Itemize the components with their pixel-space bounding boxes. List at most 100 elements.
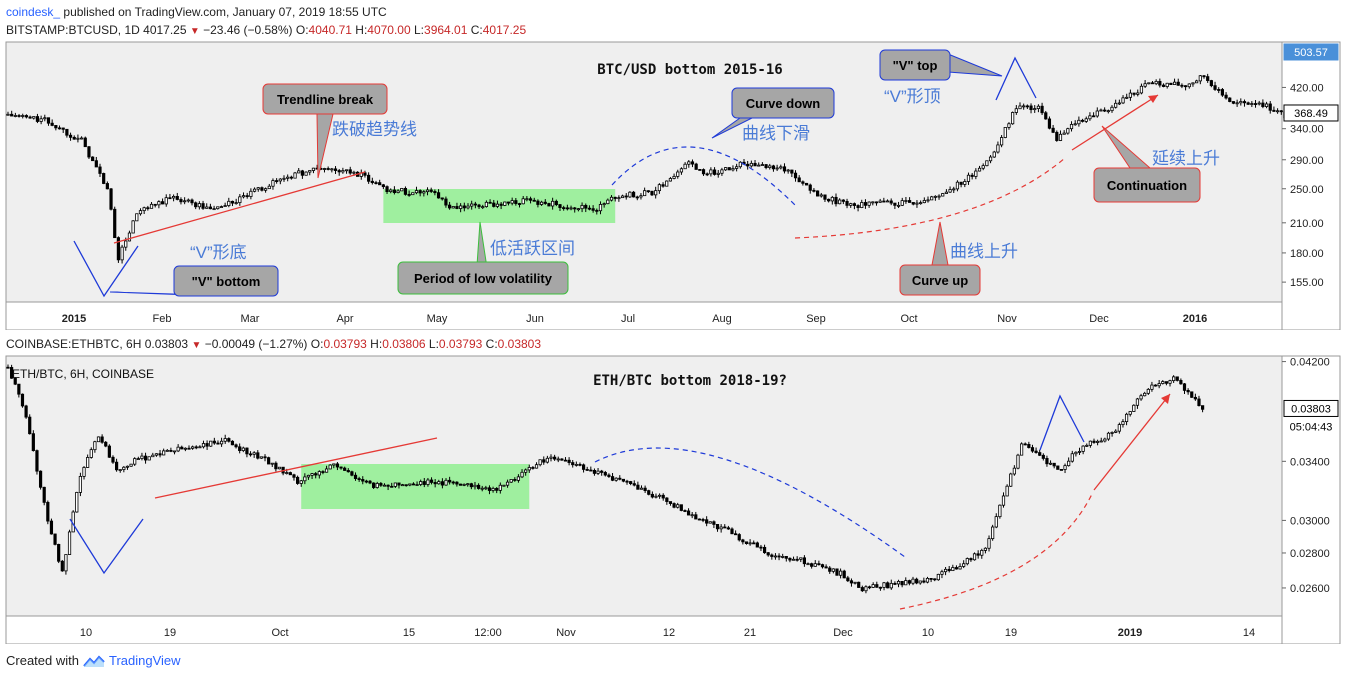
footer-brand[interactable]: TradingView (108, 653, 181, 668)
candle (67, 529, 72, 555)
candle (1025, 104, 1029, 109)
candle (385, 185, 389, 194)
candle (1056, 465, 1060, 470)
eth-chart[interactable]: 0.02600 0.02800 0.03000 0.03400 0.04200 0.038… (0, 354, 1348, 644)
annotation-cn: 曲线上升 (950, 242, 1018, 261)
candle (1084, 116, 1088, 123)
candle (618, 475, 622, 481)
candle (1062, 130, 1066, 135)
candle (531, 466, 535, 470)
candle (1110, 105, 1114, 113)
candle (1048, 460, 1053, 466)
candle (617, 195, 621, 202)
candle (304, 171, 308, 176)
candle (186, 198, 190, 203)
candle (831, 568, 835, 574)
candle (142, 206, 146, 215)
candle (595, 208, 599, 215)
candle (91, 156, 95, 162)
candle (1276, 108, 1280, 114)
candle (790, 169, 794, 178)
callout: Curve down (711, 87, 835, 139)
candle (915, 200, 919, 208)
candle (303, 473, 307, 485)
candle (992, 150, 996, 158)
candle (540, 200, 544, 206)
panel2-ohlc-line: COINBASE:ETHBTC, 6H 0.03803 ▼ −0.00049 (… (6, 337, 542, 351)
candle (543, 199, 547, 205)
candle (1110, 431, 1114, 437)
candle (422, 477, 426, 488)
candle (393, 482, 397, 488)
candle (131, 220, 135, 234)
candle (1103, 437, 1107, 443)
publisher-name[interactable]: coindesk_ (6, 5, 61, 19)
candle (219, 205, 224, 208)
candle (603, 470, 607, 477)
candle (773, 553, 778, 560)
candle (1011, 111, 1015, 125)
candle (71, 510, 75, 533)
candle (602, 202, 606, 208)
x-tick-label: 19 (164, 627, 176, 639)
candle (1095, 107, 1099, 118)
btc-chart[interactable]: 155.00 180.00 210.00 250.00 290.00 340.00 420.… (0, 40, 1348, 330)
candle (936, 573, 940, 581)
candle (473, 481, 477, 490)
candle (1164, 381, 1168, 386)
candle (547, 202, 551, 207)
candle (959, 181, 963, 188)
footer: Created with TradingView (6, 653, 181, 668)
candle (212, 437, 216, 445)
candle (987, 535, 991, 552)
annotation-cn: “V”形底 (190, 243, 247, 262)
candle (1099, 108, 1103, 112)
candle (962, 560, 966, 569)
candle (415, 481, 419, 486)
panel2-change: −0.00049 (−1.27%) (204, 337, 308, 351)
candle (654, 186, 658, 199)
candle (455, 481, 459, 487)
panel1-symbol[interactable]: BITSTAMP:BTCUSD, 1D (6, 23, 140, 37)
candle (554, 199, 558, 207)
candle (1117, 99, 1121, 106)
candle (1197, 395, 1201, 407)
candle (498, 482, 502, 494)
y-tick-label: 155.00 (1290, 277, 1324, 289)
candle (205, 440, 209, 450)
candle (241, 192, 246, 199)
candle (1246, 101, 1250, 105)
panel2-low: 0.03793 (438, 337, 483, 351)
candle (701, 168, 706, 176)
candle (1257, 100, 1261, 106)
callout: "V" bottom (109, 265, 279, 297)
panel1-low: 3964.01 (424, 23, 468, 37)
candle (875, 581, 879, 588)
candle (1033, 105, 1037, 113)
panel2-symbol[interactable]: COINBASE:ETHBTC, 6H (6, 337, 142, 351)
x-tick-label: Oct (900, 313, 917, 325)
candle (447, 201, 452, 210)
candle (104, 440, 108, 448)
candle (1213, 81, 1217, 91)
candle (791, 556, 796, 561)
candle (735, 163, 739, 172)
candle (455, 202, 459, 210)
candle (838, 198, 842, 205)
candle (451, 480, 455, 485)
candle (209, 440, 213, 447)
candle (827, 198, 831, 203)
candle (1206, 73, 1210, 83)
candle (13, 112, 17, 118)
v-bottom-marker (73, 240, 139, 298)
x-tick-label: Jul (621, 313, 635, 325)
candle (314, 472, 318, 479)
candle (1220, 88, 1224, 97)
candle (889, 579, 893, 590)
panel1-close: 4017.25 (482, 23, 527, 37)
candle (238, 194, 242, 206)
callout (397, 221, 569, 295)
candle (379, 481, 383, 487)
candle (768, 163, 772, 170)
candle (871, 582, 875, 589)
